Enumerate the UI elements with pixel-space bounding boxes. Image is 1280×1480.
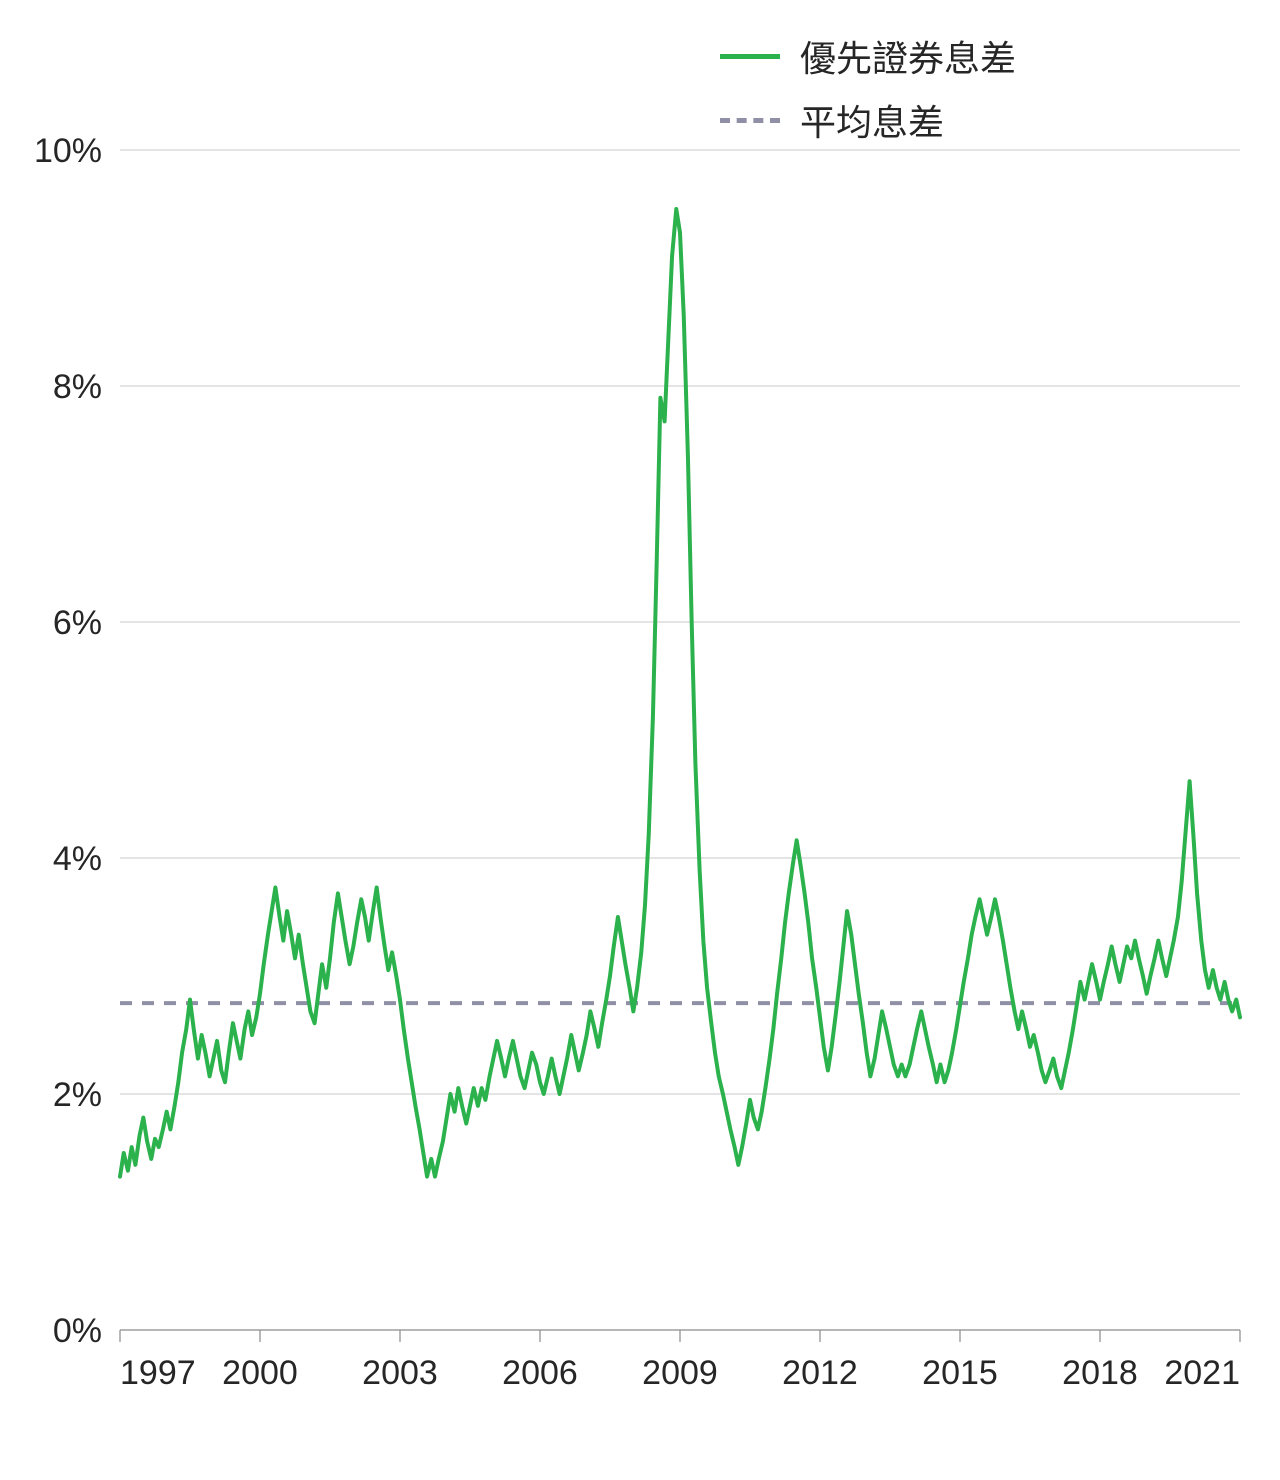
line-chart: 0% 2% 4% 6% 8% 10% 1997 2000 2003 2006 2009 2012 201…: [0, 0, 1280, 1480]
legend-swatch-solid: [720, 54, 780, 59]
y-tick-label: 4%: [53, 840, 102, 878]
y-tick-label: 8%: [53, 368, 102, 406]
y-tick-label: 6%: [53, 604, 102, 642]
y-tick-label: 2%: [53, 1076, 102, 1114]
legend-item: 優先證券息差: [720, 30, 1016, 82]
chart-container: 優先證券息差平均息差 0% 2% 4% 6% 8% 10% 1997 2000 2003 2006…: [0, 0, 1280, 1480]
x-tick-label: 2021: [1164, 1354, 1240, 1392]
x-tick-label: 2003: [362, 1354, 438, 1392]
x-tick-label: 2009: [642, 1354, 718, 1392]
legend-item: 平均息差: [720, 94, 1016, 146]
legend-label: 平均息差: [800, 94, 944, 146]
y-tick-label: 10%: [34, 132, 102, 170]
legend-label: 優先證券息差: [800, 30, 1016, 82]
y-tick-label: 0%: [53, 1312, 102, 1350]
chart-legend: 優先證券息差平均息差: [720, 30, 1016, 146]
x-tick-label: 2000: [222, 1354, 298, 1392]
x-tick-label: 1997: [120, 1354, 196, 1392]
x-tick-label: 2015: [922, 1354, 998, 1392]
x-tick-label: 2012: [782, 1354, 858, 1392]
legend-swatch-dashed: [720, 118, 780, 123]
x-tick-label: 2006: [502, 1354, 578, 1392]
x-tick-label: 2018: [1062, 1354, 1138, 1392]
